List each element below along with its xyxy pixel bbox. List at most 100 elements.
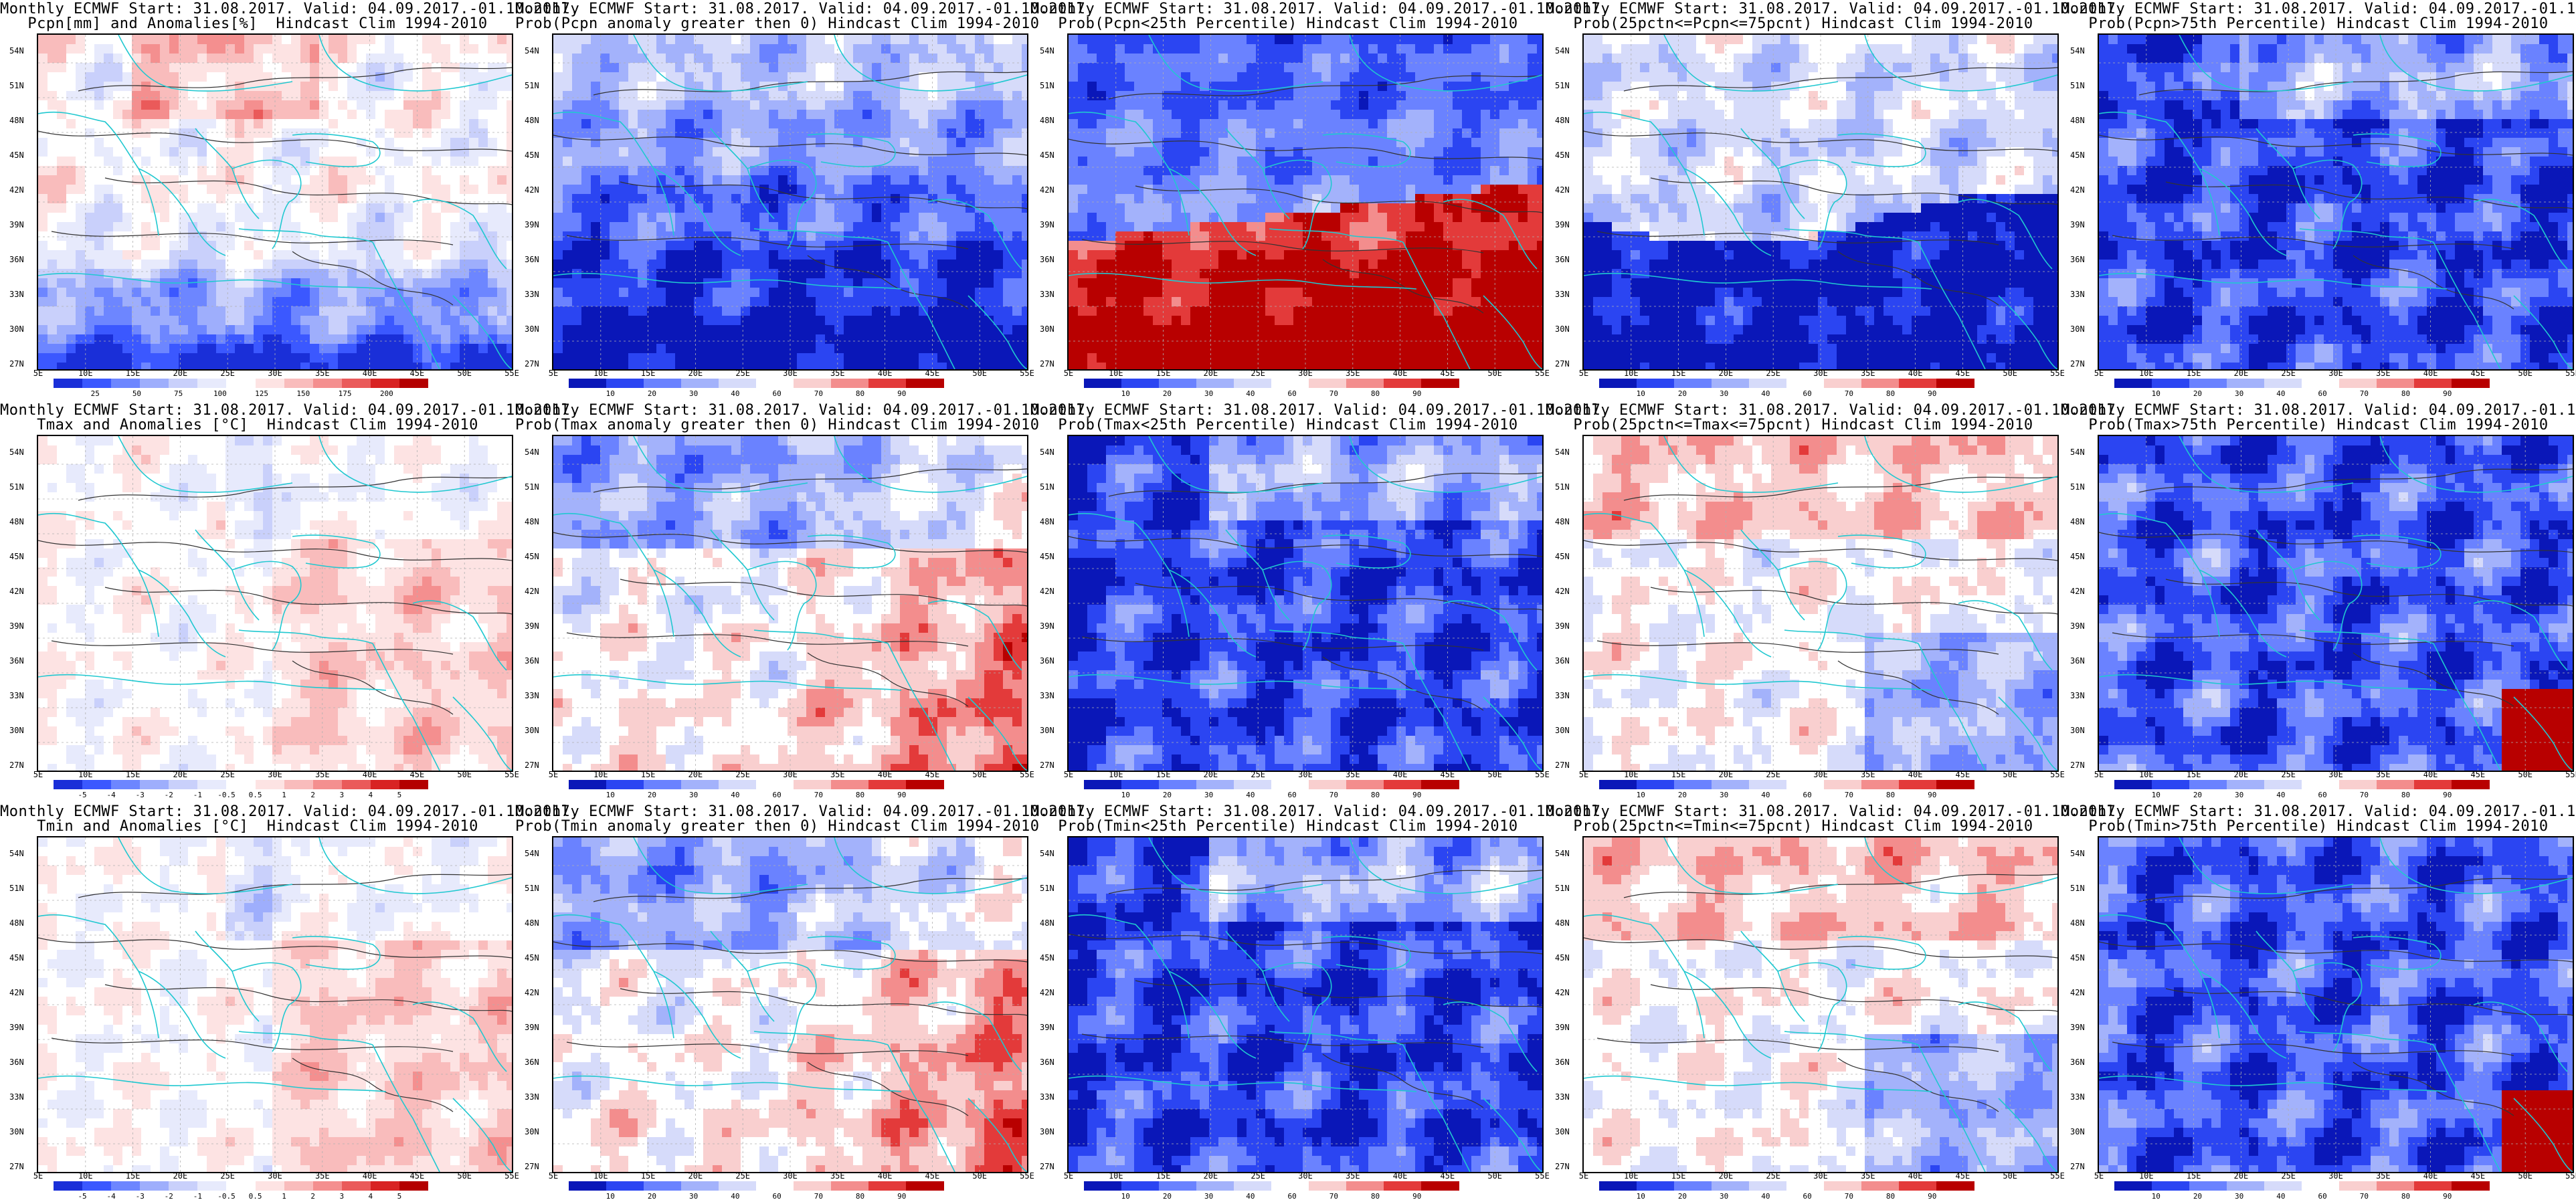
- longitude-label: 55E: [504, 369, 519, 377]
- colorbar-label: 4: [369, 1192, 373, 1201]
- latitude-label: 42N: [525, 587, 539, 595]
- longitude-label: 10E: [2139, 369, 2154, 377]
- colorbar-swatch: [255, 1181, 285, 1191]
- colorbar-label: 20: [2193, 389, 2202, 398]
- longitude-label: 40E: [1908, 369, 1923, 377]
- longitude-label: 10E: [78, 771, 93, 779]
- colorbar-label: 70: [1845, 1192, 1853, 1201]
- colorbar-swatch: [1271, 379, 1309, 388]
- colorbar-swatch: [2302, 780, 2340, 789]
- colorbar-label: 40: [1761, 1192, 1770, 1201]
- longitude-label: 50E: [457, 1172, 472, 1180]
- colorbar: [569, 1181, 944, 1191]
- longitude-label: 25E: [1766, 771, 1780, 779]
- latitude-label: 54N: [2070, 47, 2085, 55]
- colorbar-label: -1: [193, 791, 202, 799]
- colorbar-label: 200: [380, 389, 393, 398]
- colorbar-swatch: [82, 1181, 112, 1191]
- colorbar-swatch: [2452, 379, 2490, 388]
- latitude-label: 51N: [1040, 483, 1054, 491]
- colorbar-label: 60: [1803, 1192, 1811, 1201]
- longitude-label: 35E: [2376, 771, 2391, 779]
- longitude-label: 5E: [1579, 771, 1588, 779]
- colorbar-label: -0.5: [217, 791, 236, 799]
- colorbar-swatch: [197, 780, 227, 789]
- longitude-label: 35E: [1346, 1172, 1360, 1180]
- longitude-label: 20E: [2234, 771, 2249, 779]
- colorbar-label: 20: [648, 1192, 656, 1201]
- longitude-label: 40E: [2423, 369, 2438, 377]
- colorbar-label: 10: [1121, 1192, 1130, 1201]
- latitude-label: 39N: [525, 221, 539, 229]
- longitude-label: 30E: [1813, 1172, 1828, 1180]
- latitude-label: 30N: [2070, 726, 2085, 734]
- longitude-label: 45E: [2471, 369, 2486, 377]
- graticule: [1584, 436, 2057, 771]
- latitude-label: 45N: [1040, 151, 1054, 159]
- forecast-map: [37, 33, 513, 371]
- latitude-label: 42N: [9, 186, 24, 194]
- colorbar-swatch: [681, 1181, 719, 1191]
- colorbar-label: 0.5: [249, 791, 262, 799]
- forecast-map: [37, 435, 513, 772]
- latitude-label: 30N: [525, 325, 539, 333]
- longitude-label: 30E: [2328, 1172, 2343, 1180]
- longitude-label: 40E: [878, 771, 893, 779]
- colorbar-label: 60: [1803, 389, 1811, 398]
- longitude-label: 55E: [2565, 369, 2576, 377]
- colorbar-label: 70: [1329, 389, 1338, 398]
- latitude-label: 54N: [9, 47, 24, 55]
- colorbar-label: 80: [2401, 791, 2410, 799]
- colorbar-label: 30: [1720, 791, 1728, 799]
- colorbar-swatch: [1824, 379, 1862, 388]
- colorbar-label: -3: [136, 1192, 145, 1201]
- longitude-label: 30E: [268, 369, 282, 377]
- latitude-label: 42N: [1040, 989, 1054, 997]
- coastlines: [38, 436, 512, 771]
- colorbar-swatch: [1309, 780, 1347, 789]
- longitude-label: 45E: [925, 1172, 940, 1180]
- longitude-label: 45E: [410, 771, 425, 779]
- map-field: [2099, 436, 2573, 771]
- forecast-map: [1067, 435, 1544, 772]
- colorbar-swatch: [1749, 379, 1787, 388]
- longitude-label: 5E: [2094, 771, 2104, 779]
- colorbar-label: 10: [2152, 1192, 2160, 1201]
- colorbar-swatch: [284, 379, 314, 388]
- colorbar-swatch: [111, 1181, 141, 1191]
- colorbar-label: 3: [339, 791, 344, 799]
- latitude-label: 54N: [1040, 448, 1054, 456]
- map-panel: Monthly ECMWF Start: 31.08.2017. Valid: …: [2061, 0, 2576, 401]
- longitude-label: 5E: [549, 1172, 558, 1180]
- colorbar-label: 175: [339, 389, 352, 398]
- coastlines: [553, 436, 1027, 771]
- map-field: [38, 837, 512, 1172]
- colorbar-swatch: [140, 780, 169, 789]
- colorbar-label: 1: [282, 791, 286, 799]
- colorbar-label: 60: [1287, 389, 1296, 398]
- colorbar-swatch: [794, 780, 832, 789]
- latitude-label: 39N: [1040, 622, 1054, 630]
- colorbar-label: 70: [814, 791, 823, 799]
- colorbar-swatch: [370, 379, 400, 388]
- shaded-field: [1584, 35, 2057, 369]
- latitude-label: 30N: [1040, 1128, 1054, 1136]
- coastlines: [553, 837, 1027, 1172]
- map-panel: Monthly ECMWF Start: 31.08.2017. Valid: …: [0, 0, 579, 401]
- latitude-label: 54N: [9, 849, 24, 858]
- longitude-label: 35E: [1861, 369, 1875, 377]
- colorbar-label: -5: [78, 791, 86, 799]
- colorbar-label: -1: [193, 1192, 202, 1201]
- colorbar-label: 80: [1886, 1192, 1895, 1201]
- colorbar-swatch: [1637, 1181, 1675, 1191]
- latitude-label: 45N: [9, 954, 24, 962]
- latitude-label: 36N: [1555, 256, 1570, 264]
- panel-title-line2: Prob(Tmax anomaly greater then 0) Hindca…: [515, 417, 1039, 433]
- colorbar-swatch: [341, 379, 371, 388]
- colorbar-label: 80: [1371, 791, 1380, 799]
- colorbar-swatch: [1786, 379, 1825, 388]
- longitude-label: 15E: [2187, 1172, 2201, 1180]
- colorbar-swatch: [399, 1181, 429, 1191]
- map-field: [2099, 35, 2573, 369]
- colorbar-swatch: [1749, 1181, 1787, 1191]
